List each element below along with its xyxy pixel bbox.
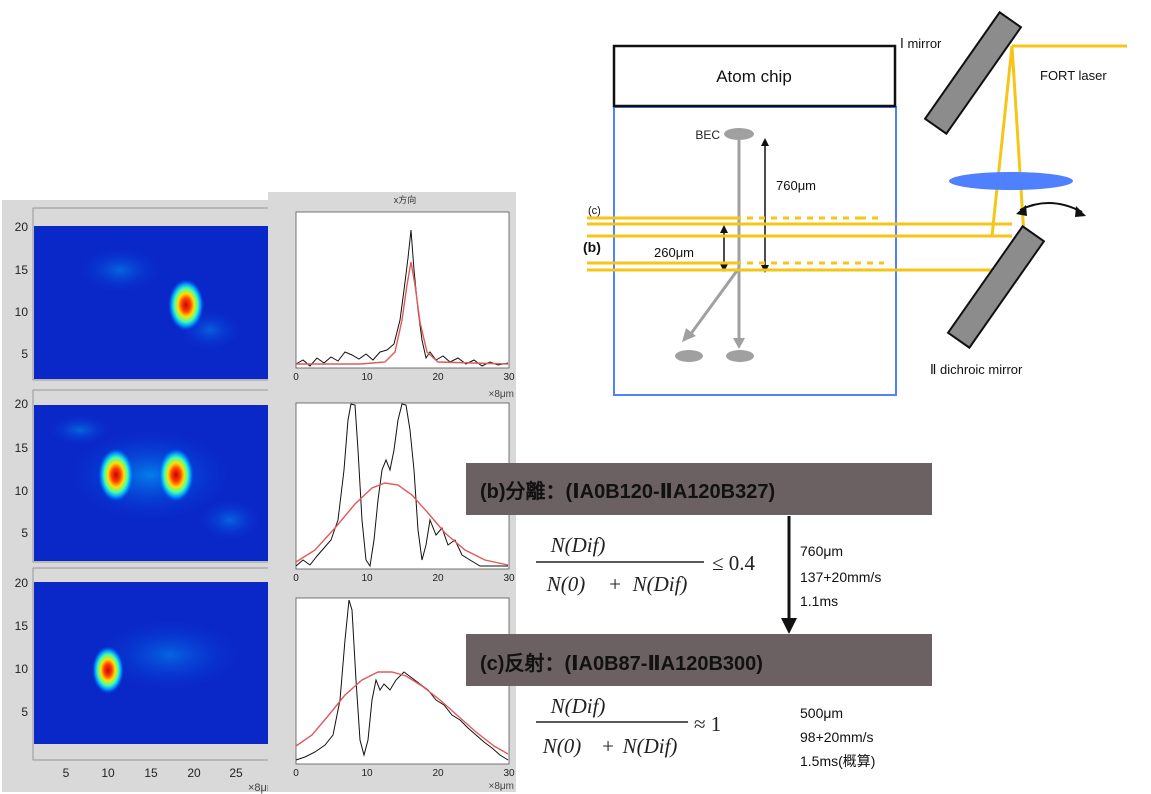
formula-c: N(Dif) N(0) + N(Dif) ≈ 1 xyxy=(536,694,721,758)
formula-b: N(Dif) N(0) + N(Dif) ≤ 0.4 xyxy=(536,533,756,596)
x-unit: ×8μm xyxy=(489,781,515,792)
image-panel-bottom xyxy=(33,568,283,760)
distance-260-label: 260μm xyxy=(654,245,694,260)
x-unit: ×8μm xyxy=(489,389,515,400)
y-tick: 5 xyxy=(21,526,28,540)
x-tick: 20 xyxy=(187,766,201,780)
params-c: 500μm 98+20mm/s 1.5ms(概算) xyxy=(800,705,875,769)
cloud-blob xyxy=(92,646,124,694)
param: 1.1ms xyxy=(800,593,838,609)
formula-denominator-right: N(Dif) xyxy=(632,572,688,596)
image-panel-middle xyxy=(33,390,283,562)
formula-relation: ≈ 1 xyxy=(694,712,721,736)
distance-760-label: 760μm xyxy=(776,178,816,193)
cloud-straight xyxy=(726,350,754,362)
atom-chip-label: Atom chip xyxy=(716,67,792,86)
x-tick: 0 xyxy=(293,768,299,779)
heading-b: (b)分離：(ⅠA0B120-ⅡA120B327) xyxy=(480,479,775,503)
arrow-head xyxy=(733,338,745,349)
mirror-1 xyxy=(925,12,1021,133)
cloud-blob xyxy=(168,279,204,331)
formula-numerator: N(Dif) xyxy=(550,533,606,557)
x-tick: 30 xyxy=(503,768,515,779)
fort-laser-label: FORT laser xyxy=(1040,68,1107,83)
y-tick: 5 xyxy=(21,705,28,719)
x-tick: 10 xyxy=(361,768,373,779)
x-tick: 30 xyxy=(503,372,515,383)
bec-label: BEC xyxy=(695,128,720,142)
param: 98+20mm/s xyxy=(800,729,874,745)
formula-numerator: N(Dif) xyxy=(550,694,606,718)
params-b: 760μm 137+20mm/s 1.1ms xyxy=(800,543,881,609)
x-tick: 15 xyxy=(144,766,158,780)
mirror-2-label: Ⅱ dichroic mirror xyxy=(930,362,1023,377)
cloud-deflected xyxy=(675,350,703,362)
mirror-2 xyxy=(948,226,1044,347)
svg-text:+: + xyxy=(602,734,614,758)
cloud-blob-left xyxy=(98,448,134,502)
y-tick: 20 xyxy=(15,220,29,234)
absorption-images: 20 15 10 5 20 15 10 5 20 15 10 5 5 10 15… xyxy=(2,200,290,794)
param: 137+20mm/s xyxy=(800,569,881,585)
lens xyxy=(949,172,1073,190)
svg-text:+: + xyxy=(609,572,621,596)
y-tick: 15 xyxy=(15,619,29,633)
x-tick: 20 xyxy=(432,372,444,383)
x-tick: 10 xyxy=(361,573,373,584)
rotation-arrow xyxy=(1020,203,1082,212)
profile-title: x方向 xyxy=(394,194,417,205)
formula-denominator-left: N(0) xyxy=(542,734,582,758)
x-tick: 25 xyxy=(229,766,243,780)
mirror-1-label: Ⅰ mirror xyxy=(900,36,942,51)
setup-diagram: Atom chip BEC 760μm 260μm xyxy=(583,12,1127,395)
formula-denominator-right: N(Dif) xyxy=(622,734,678,758)
x-tick: 30 xyxy=(503,573,515,584)
y-tick: 20 xyxy=(15,576,29,590)
beam-down-1 xyxy=(992,46,1012,236)
cloud-blob-right xyxy=(158,448,194,502)
bec-cloud xyxy=(724,128,754,140)
param: 760μm xyxy=(800,543,843,559)
y-tick: 15 xyxy=(15,263,29,277)
x-tick: 20 xyxy=(432,573,444,584)
param: 1.5ms(概算) xyxy=(800,753,875,769)
y-tick: 20 xyxy=(15,397,29,411)
param: 500μm xyxy=(800,705,843,721)
formula-relation: ≤ 0.4 xyxy=(712,551,756,575)
image-panel-top xyxy=(33,208,283,380)
beam-c-label: (c) xyxy=(588,205,601,217)
results-panel: (b)分離：(ⅠA0B120-ⅡA120B327) N(Dif) N(0) + … xyxy=(466,463,932,769)
x-tick: 0 xyxy=(293,372,299,383)
x-tick: 0 xyxy=(293,573,299,584)
profile-top xyxy=(296,212,509,368)
image-field xyxy=(34,226,282,379)
y-tick: 10 xyxy=(15,662,29,676)
beam-down-2 xyxy=(1012,46,1024,236)
beam-b-label: (b) xyxy=(583,239,601,255)
x-tick: 10 xyxy=(101,766,115,780)
bec-trajectory-deflected xyxy=(690,268,739,335)
x-tick: 20 xyxy=(432,768,444,779)
y-tick: 10 xyxy=(15,305,29,319)
y-tick: 15 xyxy=(15,441,29,455)
heading-c: (c)反射：(ⅠA0B87-ⅡA120B300) xyxy=(480,651,763,675)
x-tick: 5 xyxy=(63,766,70,780)
profile-axes xyxy=(296,212,509,368)
formula-denominator-left: N(0) xyxy=(546,572,586,596)
y-tick: 10 xyxy=(15,484,29,498)
y-tick: 5 xyxy=(21,347,28,361)
x-tick: 10 xyxy=(361,372,373,383)
